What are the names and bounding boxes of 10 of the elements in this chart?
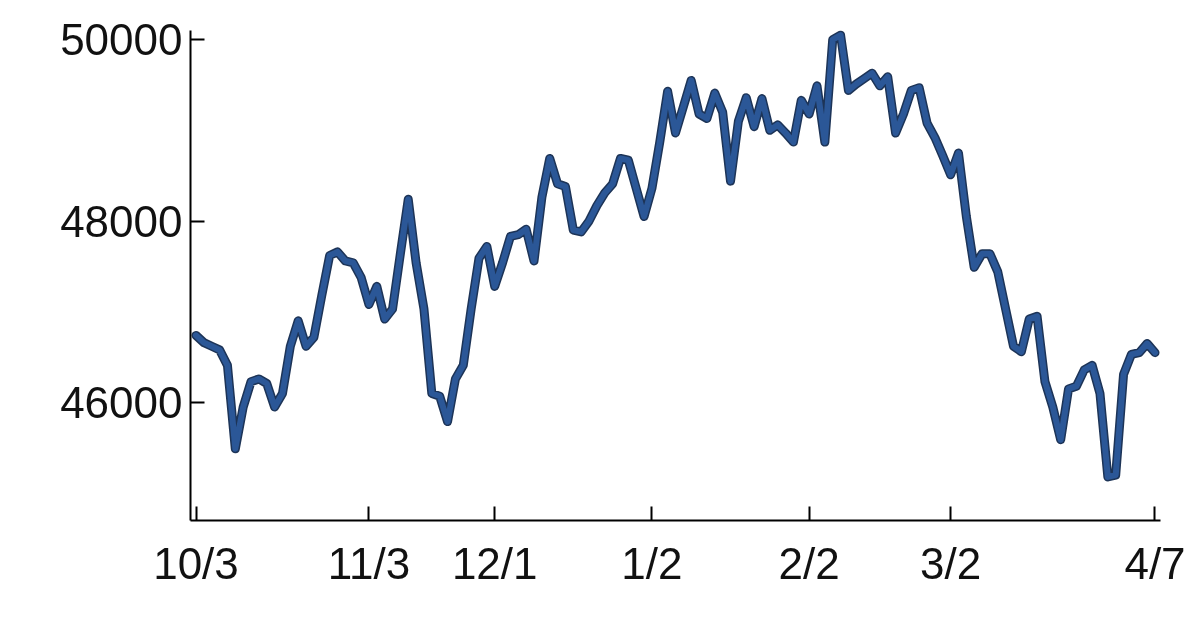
x-tick-label: 1/2 [621,538,683,588]
y-tick-label: 46000 [60,378,183,428]
x-tick-label: 10/3 [153,538,239,588]
y-tick-label: 48000 [60,196,183,246]
x-tick-label: 3/2 [920,538,982,588]
x-tick-label: 11/3 [327,538,411,588]
x-tick-label: 2/2 [778,538,840,588]
y-tick-label: 50000 [60,15,183,65]
x-tick-label: 4/7 [1124,538,1186,588]
x-tick-label: 12/1 [451,538,538,588]
